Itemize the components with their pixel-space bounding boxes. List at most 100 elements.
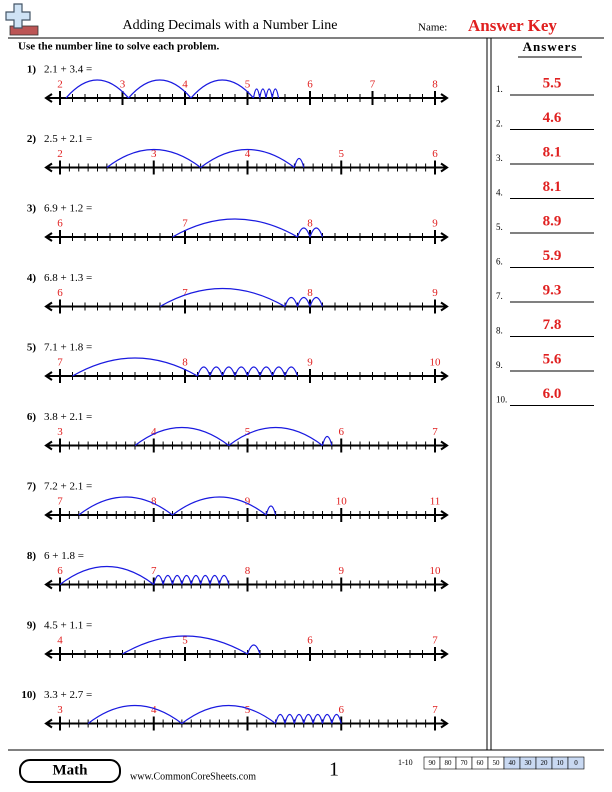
problem-number: 1) [27,64,37,76]
problem-number: 4) [27,272,37,284]
tick-label: 6 [307,79,313,91]
subject: Math [53,762,89,778]
tick-label: 4 [182,79,188,91]
tick-label: 9 [339,565,345,577]
answer: 8.1 [543,179,562,195]
answer-number: 4. [496,188,503,198]
score: 10 [557,759,565,767]
title: Adding Decimals with a Number Line [122,18,337,33]
tick-label: 11 [430,496,441,508]
jump-arcs [78,496,277,516]
tick-label: 7 [370,79,376,91]
tick-label: 8 [151,496,157,508]
answer-number: 3. [496,153,503,163]
tick-label: 7 [182,287,188,299]
tick-label: 9 [432,218,438,230]
logo [5,3,39,36]
tick-label: 7 [182,218,188,230]
answer-number: 5. [496,222,503,232]
problem-number: 9) [27,620,37,632]
tick-label: 8 [307,218,313,230]
subject-box [19,759,121,783]
expression: 3.3 + 2.7 = [44,689,92,701]
answer: 5.9 [543,248,562,264]
jump-arcs [87,705,342,724]
problem-number: 3) [27,203,37,215]
tick-label: 5 [182,635,188,647]
answer: 9.3 [543,282,562,298]
tick-label: 9 [307,357,313,369]
score-cell [567,756,585,770]
answer-number: 6. [496,257,503,267]
answer-number: 10. [496,395,507,405]
tick-label: 9 [432,287,438,299]
jump-arcs [72,357,299,377]
jump-arcs [122,635,261,655]
tick-label: 3 [151,148,157,160]
tick-label: 3 [57,426,63,438]
tick-label: 6 [339,426,345,438]
tick-label: 3 [120,79,126,91]
score: 80 [445,759,453,767]
tick-label: 6 [432,148,438,160]
page-number: 1 [329,759,339,781]
answer-number: 7. [496,291,503,301]
jump-arcs [172,218,324,238]
jump-arcs [59,566,230,585]
expression: 4.5 + 1.1 = [44,620,92,632]
answer: 5.5 [543,75,562,91]
number-line [44,371,449,381]
score-range: 1-10 [398,758,413,767]
score: 20 [541,759,549,767]
expression: 7.2 + 2.1 = [44,481,92,493]
expression: 3.8 + 2.1 = [44,411,92,423]
answer: 4.6 [543,110,562,126]
website: www.CommonCoreSheets.com [130,771,256,782]
problem-number: 6) [27,411,37,423]
expression: 7.1 + 1.8 = [44,342,92,354]
tick-label: 6 [57,565,63,577]
score: 90 [429,759,437,767]
tick-label: 7 [432,704,438,716]
jump-arcs [134,427,333,446]
tick-label: 10 [430,565,442,577]
tick-label: 5 [245,79,251,91]
number-line [44,232,449,242]
score: 60 [477,759,485,767]
answer-key: Answer Key [468,16,557,35]
tick-label: 4 [57,635,63,647]
name-label: Name: [418,22,447,34]
tick-label: 7 [57,357,63,369]
tick-label: 5 [245,704,251,716]
answer: 7.8 [543,317,562,333]
tick-label: 7 [151,565,157,577]
tick-label: 8 [245,565,251,577]
tick-label: 10 [430,357,442,369]
tick-label: 7 [432,635,438,647]
tick-label: 6 [339,704,345,716]
tick-label: 6 [307,635,313,647]
tick-label: 7 [57,496,63,508]
problem-number: 2) [27,133,37,145]
expression: 2.5 + 2.1 = [44,133,92,145]
score: 30 [525,759,533,767]
tick-label: 4 [245,148,251,160]
answers-title: Answers [523,39,578,54]
expression: 6.8 + 1.3 = [44,272,92,284]
tick-label: 4 [151,704,157,716]
jump-arcs [65,79,280,99]
number-line [44,301,449,312]
problem-number: 10) [21,689,36,701]
score: 70 [461,759,469,767]
jump-arcs [159,287,324,308]
score: 0 [574,759,578,767]
answer: 8.1 [543,144,562,160]
answer-number: 8. [496,326,503,336]
tick-label: 2 [57,148,63,160]
problem-number: 5) [27,342,37,354]
instructions: Use the number line to solve each proble… [18,41,219,53]
tick-label: 6 [57,218,63,230]
tick-label: 10 [336,496,348,508]
answer-number: 1. [496,84,503,94]
